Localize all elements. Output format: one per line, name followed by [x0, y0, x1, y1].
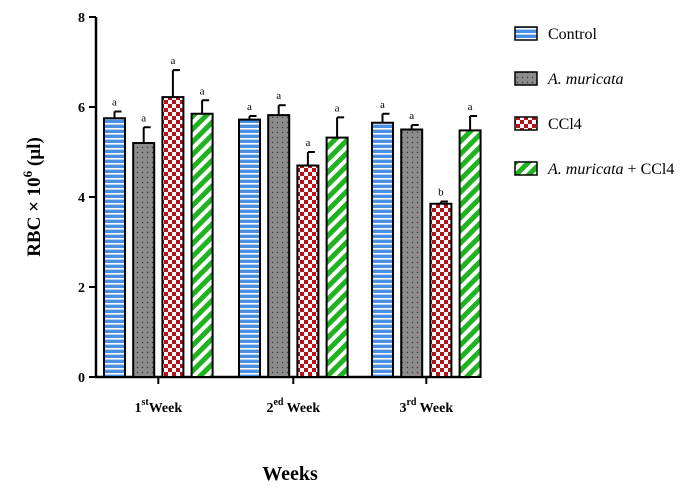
- legend-label: CCl4: [548, 116, 582, 133]
- bar: [132, 142, 156, 378]
- significance-letter: a: [468, 101, 473, 113]
- significance-letter: a: [335, 102, 340, 114]
- labels: RBC × 106 (µl) Weeks 1stWeek a a a a 2ed Week a a…: [20, 55, 473, 485]
- legend-swatch: [514, 116, 538, 131]
- x-category-label: 2ed Week: [266, 397, 320, 416]
- y-tick-label: 8: [78, 11, 85, 26]
- y-tick-label: 4: [78, 191, 85, 206]
- bars: [103, 69, 482, 378]
- legend-swatch: [514, 71, 538, 86]
- x-category-label: 1stWeek: [134, 397, 182, 416]
- significance-letter: a: [112, 97, 117, 109]
- bar: [458, 129, 482, 378]
- bar: [296, 164, 320, 378]
- bar: [267, 114, 291, 378]
- x-axis-label: Weeks: [262, 463, 318, 485]
- significance-letter: a: [141, 112, 146, 124]
- significance-letter: a: [409, 110, 414, 122]
- y-tick-label: 6: [78, 101, 85, 116]
- y-tick-label: 2: [78, 281, 85, 296]
- significance-letter: a: [247, 101, 252, 113]
- significance-letter: a: [305, 137, 310, 149]
- legend-label: A. muricata: [547, 71, 624, 88]
- bar: [325, 136, 349, 378]
- bar: [371, 121, 394, 378]
- x-category-label: 3rd Week: [399, 397, 453, 416]
- legend-swatch: [514, 26, 538, 41]
- legend: Control A. muricata CCl4 A. muricata + CCl4: [514, 26, 674, 178]
- legend-swatch: [514, 161, 538, 176]
- significance-letter: a: [276, 90, 281, 102]
- significance-letter: a: [380, 99, 385, 111]
- y-tick-label: 0: [78, 371, 85, 386]
- bar: [190, 112, 214, 378]
- bar: [161, 96, 185, 378]
- significance-letter: b: [438, 187, 444, 199]
- bar: [103, 117, 126, 378]
- bar: [400, 128, 424, 378]
- legend-label: A. muricata + CCl4: [547, 161, 674, 178]
- bar: [238, 118, 261, 378]
- legend-label: Control: [548, 26, 597, 43]
- y-axis-label: RBC × 106 (µl): [20, 137, 45, 257]
- significance-letter: a: [200, 85, 205, 97]
- significance-letter: a: [170, 55, 175, 67]
- bar: [429, 202, 453, 378]
